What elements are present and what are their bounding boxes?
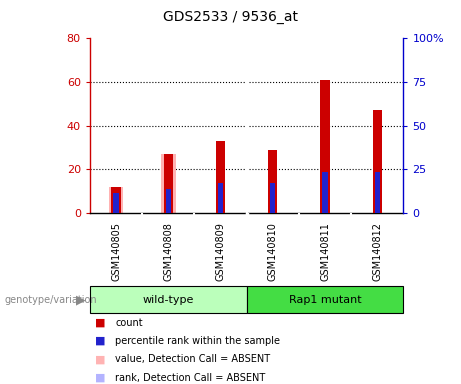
- Text: ▶: ▶: [76, 293, 85, 306]
- Text: percentile rank within the sample: percentile rank within the sample: [115, 336, 280, 346]
- Text: GSM140810: GSM140810: [268, 222, 278, 281]
- Bar: [320, 80, 330, 213]
- Bar: [112, 194, 120, 213]
- Text: count: count: [115, 318, 143, 328]
- Text: GSM140811: GSM140811: [320, 222, 330, 281]
- Text: ■: ■: [95, 373, 105, 383]
- Bar: [216, 141, 225, 213]
- Bar: [164, 154, 173, 213]
- Bar: [375, 172, 380, 213]
- Text: GSM140812: GSM140812: [372, 222, 382, 281]
- Bar: [109, 187, 124, 213]
- Bar: [161, 154, 176, 213]
- Bar: [165, 189, 172, 213]
- Bar: [268, 150, 278, 213]
- Bar: [270, 182, 275, 213]
- Text: ■: ■: [95, 354, 105, 364]
- Text: GDS2533 / 9536_at: GDS2533 / 9536_at: [163, 10, 298, 24]
- Text: GSM140809: GSM140809: [215, 222, 225, 281]
- Bar: [113, 194, 118, 213]
- Bar: [218, 182, 223, 213]
- Text: GSM140805: GSM140805: [111, 222, 121, 281]
- Bar: [90, 286, 247, 313]
- Bar: [322, 172, 328, 213]
- Bar: [247, 286, 403, 313]
- Text: wild-type: wild-type: [142, 295, 194, 305]
- Text: ■: ■: [95, 318, 105, 328]
- Text: ■: ■: [95, 336, 105, 346]
- Text: GSM140808: GSM140808: [163, 222, 173, 281]
- Bar: [111, 187, 121, 213]
- Text: rank, Detection Call = ABSENT: rank, Detection Call = ABSENT: [115, 373, 266, 383]
- Bar: [372, 111, 382, 213]
- Text: Rap1 mutant: Rap1 mutant: [289, 295, 361, 305]
- Text: genotype/variation: genotype/variation: [5, 295, 97, 305]
- Bar: [165, 189, 171, 213]
- Text: value, Detection Call = ABSENT: value, Detection Call = ABSENT: [115, 354, 270, 364]
